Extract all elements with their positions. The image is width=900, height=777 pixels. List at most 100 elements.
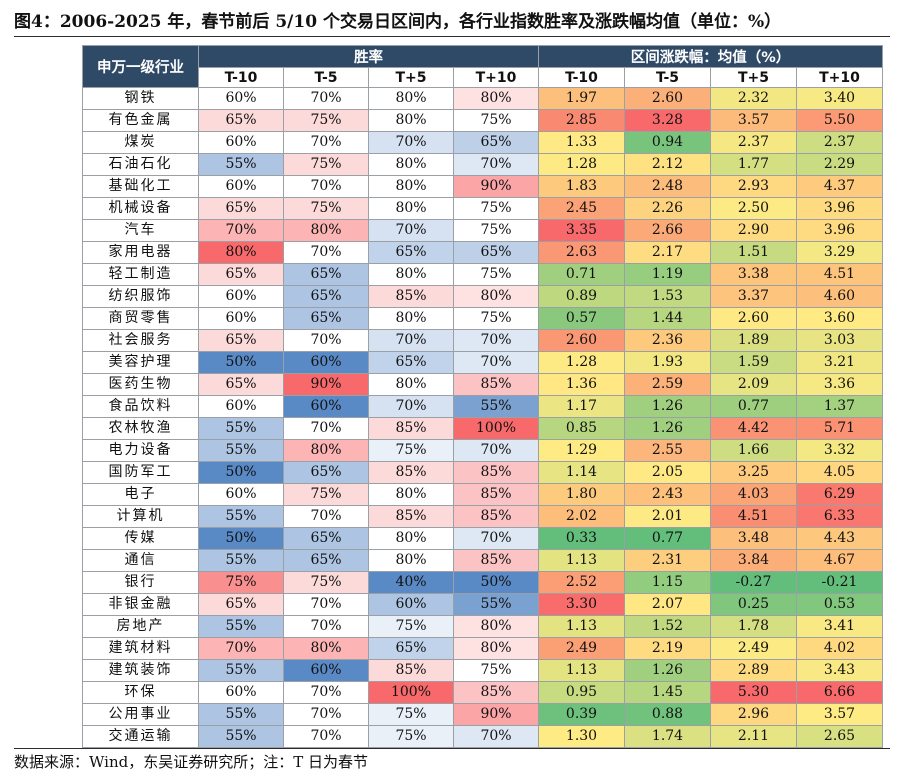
win-rate-cell: 80%	[368, 197, 454, 220]
win-rate-cell: 85%	[368, 285, 454, 308]
return-subheader: T+10	[796, 67, 883, 88]
return-cell: 1.33	[538, 131, 625, 154]
table-row: 传媒 50% 65% 80% 70% 0.33 0.77 3.48 4.43	[82, 527, 883, 550]
win-rate-cell: 70%	[283, 131, 369, 154]
return-cell: 3.32	[796, 439, 883, 462]
win-rate-cell: 80%	[368, 263, 454, 286]
return-cell: 2.96	[710, 703, 797, 726]
win-rate-cell: 55%	[198, 549, 284, 572]
return-cell: 2.37	[796, 131, 883, 154]
industry-name: 家用电器	[82, 241, 199, 264]
win-rate-cell: 70%	[283, 329, 369, 352]
industry-name: 汽车	[82, 219, 199, 242]
return-cell: 2.50	[710, 197, 797, 220]
win-rate-cell: 65%	[198, 373, 284, 396]
win-rate-cell: 75%	[453, 197, 539, 220]
win-rate-cell: 65%	[283, 549, 369, 572]
return-cell: -0.27	[710, 571, 797, 594]
return-cell: 2.09	[710, 373, 797, 396]
win-subheader: T-10	[198, 67, 284, 88]
return-cell: 1.26	[624, 659, 711, 682]
return-cell: 1.26	[624, 417, 711, 440]
win-rate-cell: 75%	[283, 153, 369, 176]
win-rate-cell: 60%	[283, 659, 369, 682]
return-cell: 0.77	[624, 527, 711, 550]
table-row: 石油石化 55% 75% 80% 70% 1.28 2.12 1.77 2.29	[82, 153, 883, 176]
win-rate-cell: 65%	[453, 241, 539, 264]
win-rate-cell: 60%	[198, 681, 284, 704]
win-rate-cell: 65%	[198, 197, 284, 220]
return-cell: 3.29	[796, 241, 883, 264]
return-cell: 3.37	[710, 285, 797, 308]
win-rate-cell: 70%	[198, 637, 284, 660]
top-rule	[14, 36, 890, 37]
return-cell: 0.89	[538, 285, 625, 308]
return-cell: 3.60	[796, 307, 883, 330]
win-rate-cell: 50%	[198, 351, 284, 374]
return-cell: 4.67	[796, 549, 883, 572]
return-cell: 3.57	[710, 109, 797, 132]
industry-name: 交通运输	[82, 725, 199, 748]
return-cell: 2.66	[624, 219, 711, 242]
win-rate-cell: 75%	[453, 263, 539, 286]
win-rate-cell: 70%	[453, 351, 539, 374]
return-cell: 2.60	[710, 307, 797, 330]
return-cell: 3.43	[796, 659, 883, 682]
subheader-row: T-10 T-5 T+5 T+10 T-10 T-5 T+5 T+10	[83, 67, 883, 88]
win-rate-cell: 70%	[283, 681, 369, 704]
return-cell: 1.14	[538, 461, 625, 484]
return-cell: 0.71	[538, 263, 625, 286]
return-cell: 2.02	[538, 505, 625, 528]
return-cell: 1.83	[538, 175, 625, 198]
win-rate-cell: 70%	[453, 439, 539, 462]
return-cell: 1.97	[538, 87, 625, 110]
industry-name: 基础化工	[82, 175, 199, 198]
return-cell: 0.95	[538, 681, 625, 704]
return-cell: 4.05	[796, 461, 883, 484]
return-cell: 0.85	[538, 417, 625, 440]
win-rate-header: 胜率	[198, 45, 539, 68]
table-row: 公用事业 55% 70% 75% 90% 0.39 0.88 2.96 3.57	[82, 703, 883, 726]
table-row: 银行 75% 75% 40% 50% 2.52 1.15 -0.27 -0.21	[82, 571, 883, 594]
return-cell: 0.33	[538, 527, 625, 550]
return-cell: 1.19	[624, 263, 711, 286]
industry-name: 煤炭	[82, 131, 199, 154]
win-rate-cell: 65%	[283, 285, 369, 308]
return-cell: 1.53	[624, 285, 711, 308]
table-row: 电子 60% 75% 80% 85% 1.80 2.43 4.03 6.29	[82, 483, 883, 506]
win-subheader: T-5	[283, 67, 369, 88]
return-cell: 1.28	[538, 153, 625, 176]
win-rate-cell: 75%	[283, 571, 369, 594]
return-cell: 2.60	[624, 87, 711, 110]
return-subheader: T-5	[624, 67, 711, 88]
return-cell: 6.29	[796, 483, 883, 506]
return-cell: 5.50	[796, 109, 883, 132]
win-subheader: T+5	[368, 67, 454, 88]
return-cell: 1.36	[538, 373, 625, 396]
table-row: 美容护理 50% 60% 65% 70% 1.28 1.93 1.59 3.21	[82, 351, 883, 374]
return-subheader: T+5	[710, 67, 797, 88]
win-rate-cell: 65%	[198, 263, 284, 286]
win-rate-cell: 70%	[283, 615, 369, 638]
return-cell: 2.32	[710, 87, 797, 110]
win-rate-cell: 70%	[283, 703, 369, 726]
industry-name: 传媒	[82, 527, 199, 550]
return-cell: 3.28	[624, 109, 711, 132]
return-cell: 1.59	[710, 351, 797, 374]
win-rate-cell: 70%	[368, 329, 454, 352]
win-rate-cell: 60%	[283, 351, 369, 374]
table-row: 计算机 55% 70% 85% 85% 2.02 2.01 4.51 6.33	[82, 505, 883, 528]
table-row: 商贸零售 60% 65% 80% 75% 0.57 1.44 2.60 3.60	[82, 307, 883, 330]
win-rate-cell: 85%	[368, 505, 454, 528]
return-cell: 6.33	[796, 505, 883, 528]
win-rate-cell: 70%	[283, 505, 369, 528]
win-rate-cell: 55%	[198, 153, 284, 176]
return-cell: 1.30	[538, 725, 625, 748]
return-cell: 3.30	[538, 593, 625, 616]
return-cell: 0.94	[624, 131, 711, 154]
win-rate-cell: 60%	[198, 87, 284, 110]
win-rate-cell: 80%	[453, 285, 539, 308]
return-cell: 1.45	[624, 681, 711, 704]
corner-header: 申万一级行业	[82, 45, 199, 88]
return-cell: -0.21	[796, 571, 883, 594]
